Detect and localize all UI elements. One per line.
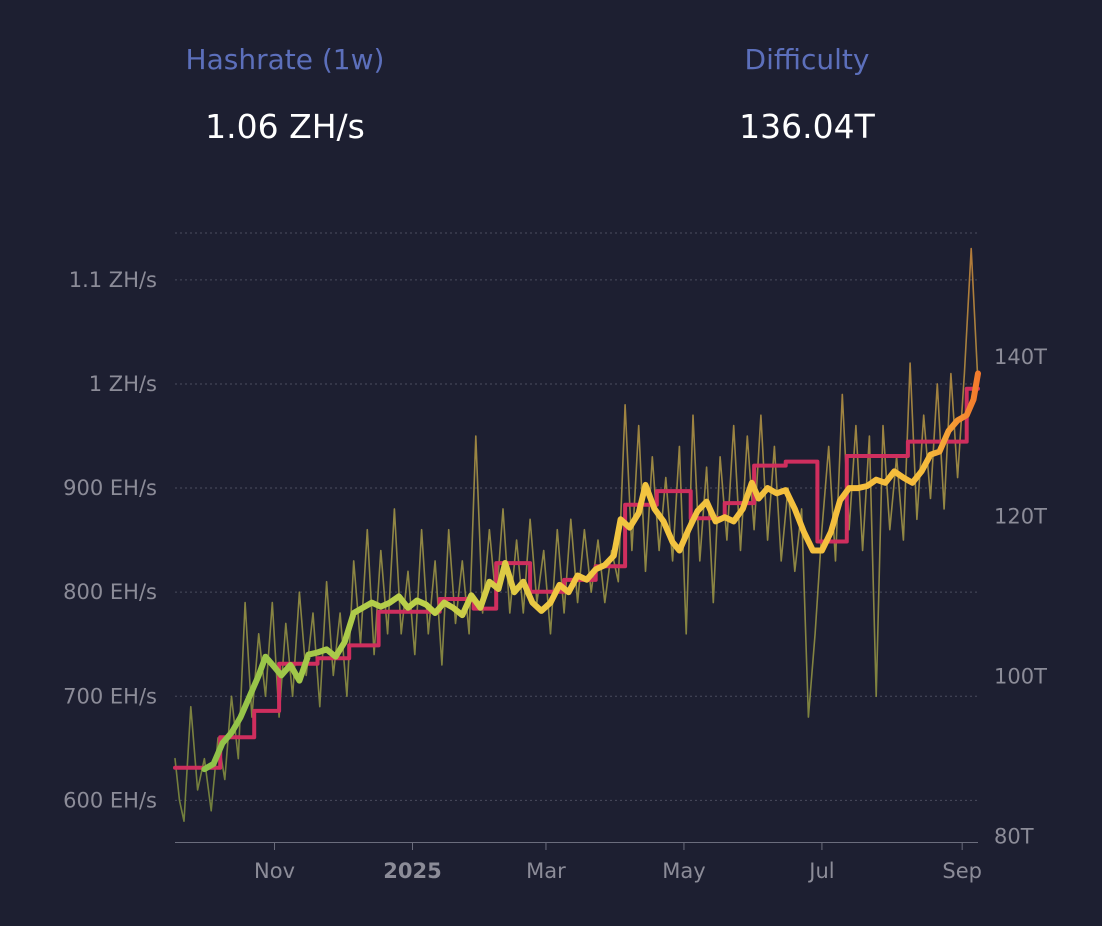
hashrate-value: 1.06 ZH/s xyxy=(205,107,365,146)
y-left-tick-label: 800 EH/s xyxy=(63,580,157,604)
grid-lines xyxy=(175,232,978,801)
x-tick-label: Jul xyxy=(807,859,834,883)
y-left-tick-label: 900 EH/s xyxy=(63,476,157,500)
hashrate-1w-line xyxy=(201,370,981,773)
y-right-tick-label: 100T xyxy=(994,665,1047,689)
x-tick-label: May xyxy=(662,859,705,883)
y-left-tick-label: 600 EH/s xyxy=(63,788,157,812)
y-left-tick-label: 1 ZH/s xyxy=(89,372,157,396)
y-right-tick-label: 120T xyxy=(994,505,1047,529)
hashrate-stat: Hashrate (1w) 1.06 ZH/s xyxy=(105,40,465,150)
difficulty-stat: Difficulty 136.04T xyxy=(627,40,987,150)
chart-series xyxy=(173,247,981,822)
x-axis xyxy=(175,842,978,850)
y-left-tick-label: 1.1 ZH/s xyxy=(69,268,157,292)
x-tick-label: Nov xyxy=(254,859,295,883)
tick-labels: 600 EH/s 700 EH/s 800 EH/s 900 EH/s 1 ZH/s 1.… xyxy=(63,268,1047,883)
y-right-tick-label: 140T xyxy=(994,345,1047,369)
difficulty-label: Difficulty xyxy=(744,43,870,76)
y-left-tick-label: 700 EH/s xyxy=(63,684,157,708)
x-tick-label: 2025 xyxy=(383,859,441,883)
hashrate-daily-line xyxy=(174,247,979,822)
x-tick-label: Sep xyxy=(942,859,982,883)
hashrate-label: Hashrate (1w) xyxy=(185,43,385,76)
y-right-tick-label: 80T xyxy=(994,824,1034,848)
x-tick-label: Mar xyxy=(526,859,566,883)
difficulty-value: 136.04T xyxy=(739,107,875,146)
